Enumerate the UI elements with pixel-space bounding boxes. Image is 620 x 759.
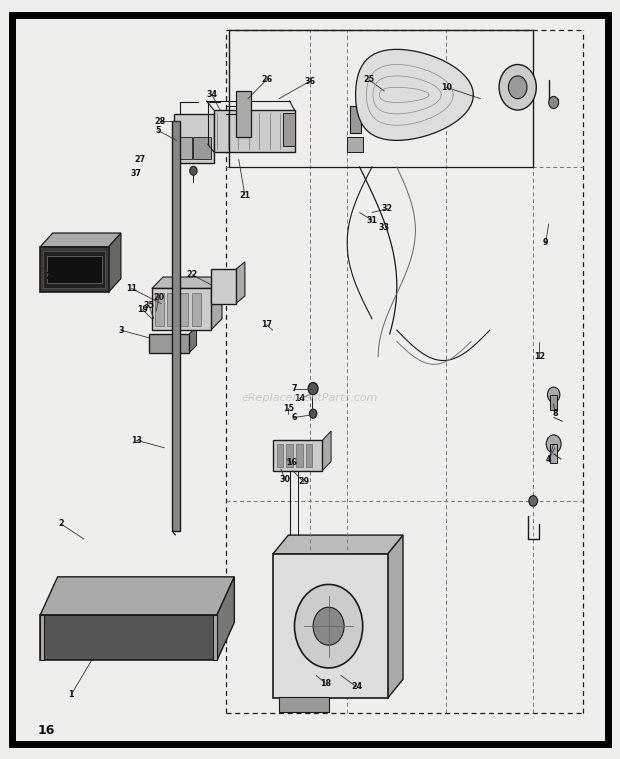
Text: 30: 30 bbox=[280, 475, 291, 484]
Text: 29: 29 bbox=[298, 477, 309, 487]
Circle shape bbox=[499, 65, 536, 110]
Polygon shape bbox=[108, 233, 121, 292]
Polygon shape bbox=[40, 577, 234, 615]
Text: 11: 11 bbox=[126, 284, 137, 293]
Polygon shape bbox=[189, 326, 197, 353]
Bar bbox=[180, 293, 188, 326]
Circle shape bbox=[294, 584, 363, 668]
Text: 8: 8 bbox=[552, 409, 558, 418]
Text: 18: 18 bbox=[320, 679, 331, 688]
Bar bbox=[192, 293, 201, 326]
Text: 4: 4 bbox=[546, 455, 551, 464]
Polygon shape bbox=[40, 233, 121, 247]
Bar bbox=[43, 251, 105, 288]
Bar bbox=[172, 121, 180, 531]
Text: 26: 26 bbox=[261, 75, 272, 84]
Polygon shape bbox=[152, 277, 222, 288]
Text: 3: 3 bbox=[118, 326, 123, 335]
Text: 35: 35 bbox=[143, 301, 154, 310]
Circle shape bbox=[508, 76, 527, 99]
Polygon shape bbox=[213, 615, 217, 660]
Circle shape bbox=[529, 496, 538, 506]
Text: 31: 31 bbox=[366, 216, 378, 225]
Bar bbox=[296, 444, 303, 467]
Text: 1: 1 bbox=[69, 690, 74, 699]
Bar bbox=[46, 256, 102, 283]
Text: 9: 9 bbox=[543, 238, 548, 247]
Polygon shape bbox=[388, 535, 403, 698]
Text: 12: 12 bbox=[534, 352, 545, 361]
Bar bbox=[167, 293, 176, 326]
Text: 2: 2 bbox=[58, 519, 64, 528]
Circle shape bbox=[547, 387, 560, 402]
Bar bbox=[273, 440, 322, 471]
Polygon shape bbox=[273, 535, 403, 554]
Text: 20: 20 bbox=[153, 293, 164, 302]
Text: 16: 16 bbox=[38, 723, 55, 737]
Bar bbox=[550, 444, 557, 463]
Bar bbox=[550, 395, 557, 410]
Circle shape bbox=[313, 607, 344, 645]
Text: 25: 25 bbox=[363, 75, 374, 84]
Text: 14: 14 bbox=[294, 394, 305, 403]
Text: 28: 28 bbox=[154, 117, 166, 126]
Bar bbox=[236, 91, 251, 137]
Text: 10: 10 bbox=[441, 83, 452, 92]
Bar bbox=[149, 334, 189, 353]
Bar bbox=[273, 554, 388, 698]
Text: 36: 36 bbox=[304, 77, 316, 86]
Text: 27: 27 bbox=[134, 155, 145, 164]
Polygon shape bbox=[322, 431, 331, 471]
Circle shape bbox=[218, 616, 224, 623]
Circle shape bbox=[308, 383, 318, 395]
Bar bbox=[152, 288, 211, 330]
Text: 15: 15 bbox=[283, 404, 294, 413]
Bar bbox=[350, 106, 361, 133]
Bar bbox=[283, 113, 294, 146]
Circle shape bbox=[190, 166, 197, 175]
Polygon shape bbox=[211, 277, 222, 330]
Bar bbox=[174, 114, 214, 163]
Text: 23: 23 bbox=[45, 272, 56, 281]
Text: 13: 13 bbox=[131, 436, 142, 445]
Text: 37: 37 bbox=[131, 168, 142, 178]
Text: 33: 33 bbox=[379, 223, 390, 232]
Bar bbox=[286, 444, 293, 467]
Text: eReplacementParts.com: eReplacementParts.com bbox=[242, 393, 378, 404]
Polygon shape bbox=[40, 615, 217, 660]
Polygon shape bbox=[236, 262, 245, 304]
Polygon shape bbox=[217, 577, 234, 660]
Bar bbox=[193, 137, 211, 159]
Text: 7: 7 bbox=[292, 384, 297, 393]
Text: 5: 5 bbox=[156, 126, 161, 135]
Polygon shape bbox=[356, 49, 474, 140]
Text: 32: 32 bbox=[382, 204, 393, 213]
Bar bbox=[214, 110, 294, 152]
Bar bbox=[177, 137, 192, 159]
Circle shape bbox=[549, 96, 559, 109]
Bar bbox=[306, 444, 312, 467]
Text: 22: 22 bbox=[187, 270, 198, 279]
Text: 19: 19 bbox=[137, 305, 148, 314]
Circle shape bbox=[309, 409, 317, 418]
Bar bbox=[155, 293, 164, 326]
Text: 6: 6 bbox=[292, 413, 297, 422]
Text: 34: 34 bbox=[206, 90, 218, 99]
Polygon shape bbox=[40, 615, 44, 660]
Bar bbox=[277, 444, 283, 467]
Bar bbox=[279, 697, 329, 712]
Text: 16: 16 bbox=[286, 458, 297, 468]
Bar bbox=[347, 137, 363, 152]
Text: 21: 21 bbox=[239, 191, 250, 200]
Bar bbox=[40, 247, 108, 292]
Text: 17: 17 bbox=[261, 320, 272, 329]
Text: 24: 24 bbox=[351, 682, 362, 691]
Bar bbox=[211, 269, 236, 304]
Circle shape bbox=[546, 435, 561, 453]
